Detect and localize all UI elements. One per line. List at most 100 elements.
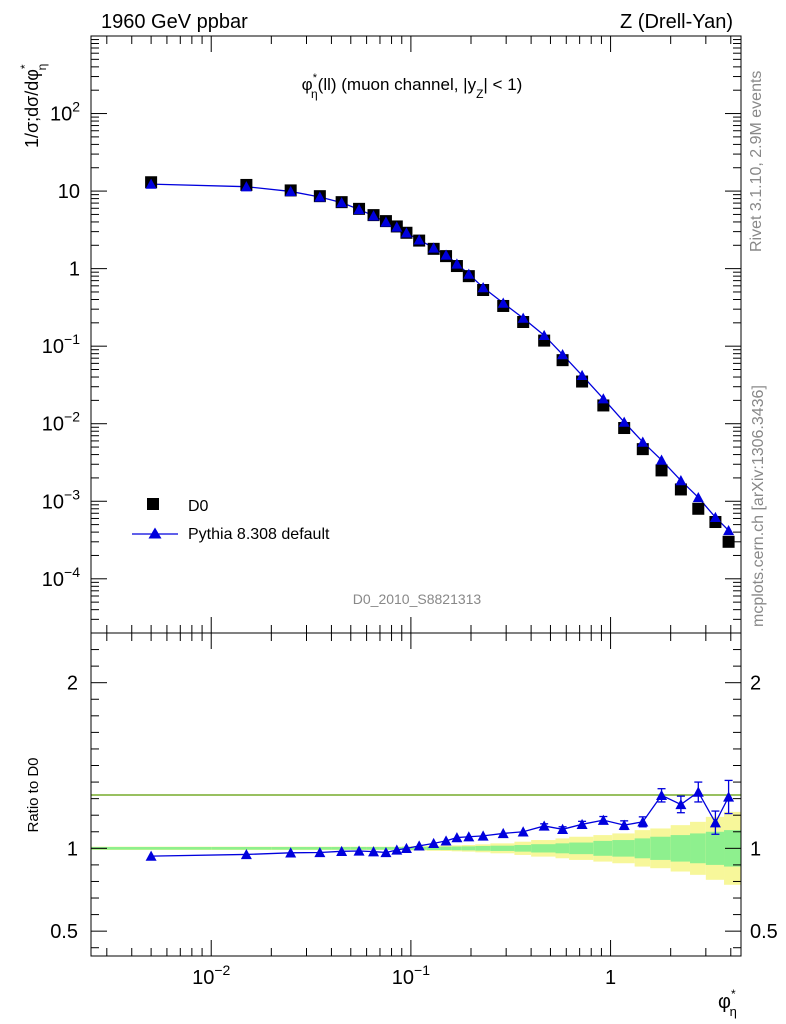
band-inner [514, 845, 532, 852]
pythia-point [240, 181, 252, 192]
pythia-point [517, 312, 529, 323]
pythia-line [151, 183, 730, 531]
pythia-points [145, 178, 735, 536]
band-inner [211, 847, 272, 850]
band-inner [490, 845, 515, 851]
pythia-point [463, 268, 475, 279]
legend-pythia-label: Pythia 8.308 default [188, 526, 330, 543]
pythia-point [428, 242, 440, 253]
pythia-point [145, 178, 157, 189]
ratio-panel: 0.5 0.5 1 1 2 2 10−2 10−1 1 Ratio to D0 φ* η [25, 632, 778, 1019]
band-inner [271, 847, 307, 850]
pythia-point [451, 258, 463, 269]
legend-d0-label: D0 [188, 498, 209, 515]
band-inner [650, 836, 671, 860]
pythia-point [380, 216, 392, 227]
band-inner [426, 846, 441, 850]
band-inner [690, 833, 706, 864]
ratio-y-tick-label-left: 0.5 [50, 921, 78, 943]
x-tick-labels: 10−2 10−1 1 [192, 962, 616, 989]
pythia-point [477, 282, 489, 293]
pythia-point [723, 524, 735, 536]
y-tick-label: 10−4 [42, 564, 80, 591]
d0-data-points [145, 176, 735, 548]
legend-pythia-marker [148, 527, 162, 539]
ratio-y-axis-label: Ratio to D0 [25, 757, 42, 832]
band-inner [670, 835, 691, 862]
ratio-pythia-point [380, 846, 392, 858]
analysis-watermark: D0_2010_S8821313 [353, 591, 482, 607]
pythia-point [709, 511, 721, 523]
pythia-point [400, 227, 412, 238]
ratio-pythia-point [637, 816, 649, 827]
legend-d0-marker [147, 498, 159, 510]
ratio-pythia-point [368, 846, 380, 857]
band-inner [569, 842, 594, 855]
ratio-pythia-point [477, 830, 489, 841]
band-inner [634, 838, 651, 859]
ratio-y-tick-label-left: 1 [67, 838, 78, 860]
pythia-point [285, 185, 297, 197]
pythia-point [440, 249, 452, 260]
y-tick-label: 10−3 [42, 486, 80, 513]
y-tick-label: 10−2 [42, 409, 80, 436]
pythia-point [368, 210, 380, 221]
pythia-point [336, 197, 348, 208]
ratio-pythia-point [557, 823, 569, 834]
ratio-pythia-point [145, 850, 157, 861]
d0-point [674, 483, 687, 496]
band-inner [555, 843, 570, 854]
ratio-pythia-point [692, 786, 704, 797]
ratio-pythia-point [517, 826, 529, 837]
ratio-pythia-point [240, 848, 252, 860]
pythia-point [576, 369, 588, 381]
main-plot-title: φ* η(ll) (muon channel, |yZ| < 1) [302, 72, 523, 101]
band-inner [612, 840, 635, 857]
ratio-pythia-point [336, 845, 348, 856]
d0-point [692, 502, 705, 515]
ratio-pythia-point [391, 844, 403, 855]
main-y-axis-label: 1/σ;dσ/dφ* η [18, 64, 49, 148]
ratio-pythia-point [285, 847, 297, 858]
band-inner [306, 847, 332, 850]
y-tick-label: 10 [58, 181, 80, 203]
x-tick-label: 1 [605, 967, 616, 989]
pythia-point [314, 191, 326, 202]
ratio-pythia-point [618, 819, 630, 830]
ratio-y-tick-label-left: 2 [67, 673, 78, 695]
d0-point [655, 464, 668, 477]
ratio-pythia-point [463, 831, 475, 842]
header-left: 1960 GeV ppbar [101, 11, 248, 33]
pythia-point [597, 393, 609, 404]
pythia-point [618, 416, 630, 427]
pythia-point [391, 221, 403, 232]
ratio-pythia-point [656, 789, 668, 801]
pythia-point [675, 475, 687, 486]
main-tick-labels: 10−4 10−3 10−2 10−1 1 10 102 [42, 99, 80, 591]
band-inner [705, 831, 725, 865]
pythia-point [656, 454, 668, 465]
ratio-frame [90, 632, 742, 957]
band-inner [440, 846, 452, 850]
ratio-pythia-point [597, 814, 609, 825]
ratio-pythia-point [451, 832, 463, 843]
x-tick-label: 10−1 [392, 962, 430, 989]
y-tick-label: 10−1 [42, 331, 80, 358]
ratio-y-tick-label-right: 1 [750, 838, 761, 860]
ratio-pythia-point [538, 820, 550, 831]
ratio-pythia-point [400, 842, 412, 854]
y-tick-label: 102 [50, 99, 80, 126]
ratio-pythia-point [413, 840, 425, 851]
pythia-point [497, 297, 509, 308]
ratio-tick-labels: 0.5 0.5 1 1 2 2 [50, 673, 778, 943]
band-inner [91, 847, 212, 850]
ratio-pythia-point [314, 846, 326, 858]
pythia-point [538, 329, 550, 340]
ratio-pythia-point [723, 791, 735, 802]
pythia-point [692, 491, 704, 503]
rivet-version-label: Rivet 3.1.10, 2.9M events [748, 71, 765, 252]
band-inner [531, 844, 556, 853]
main-frame [90, 35, 742, 634]
